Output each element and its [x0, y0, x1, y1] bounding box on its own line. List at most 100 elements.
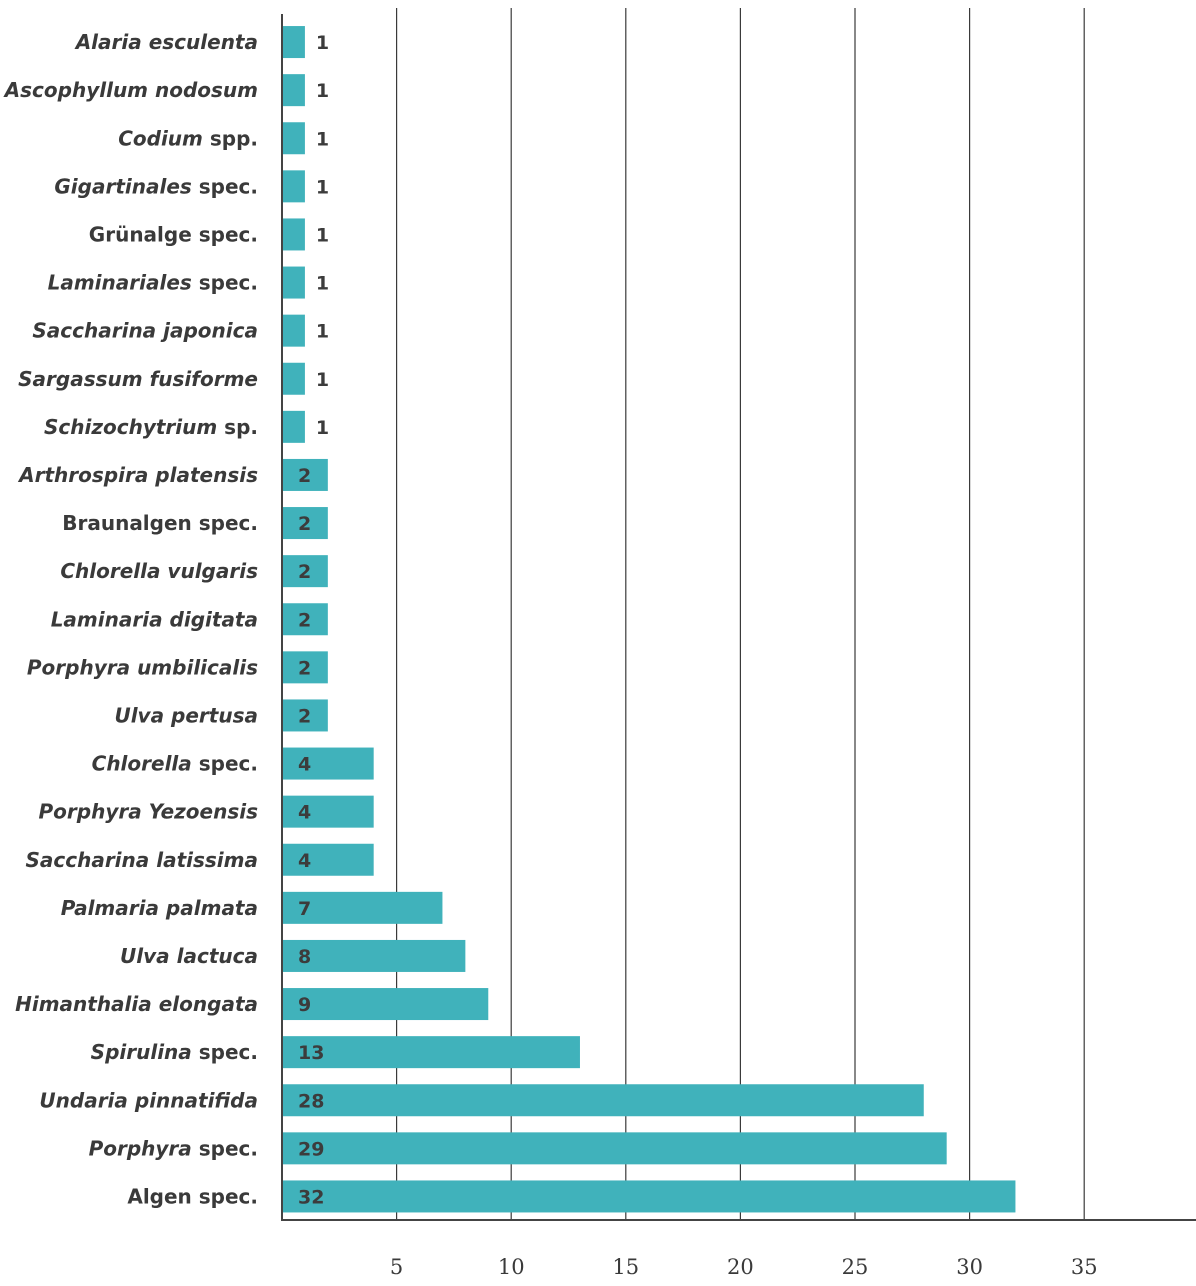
category-label-part: Ulva lactuca: [120, 944, 258, 968]
category-label: Codium spp.: [118, 126, 258, 150]
category-label: Laminaria digitata: [51, 607, 258, 631]
bar: [282, 795, 374, 828]
category-label: Porphyra Yezoensis: [39, 800, 259, 824]
category-label-part: spec.: [192, 271, 258, 295]
category-label: Grünalge spec.: [89, 222, 258, 246]
bar: [282, 891, 443, 924]
bar: [282, 1084, 924, 1117]
category-label-part: spec.: [192, 174, 258, 198]
category-label: Undaria pinnatifida: [39, 1088, 258, 1112]
category-label: Ulva lactuca: [120, 944, 258, 968]
bar: [282, 1180, 1016, 1213]
category-label-part: Ulva pertusa: [114, 703, 258, 727]
category-label-part: Saccharina japonica: [32, 319, 258, 343]
grid-lines: [396, 8, 1085, 1220]
category-label-part: spec.: [192, 752, 258, 776]
bar: [282, 266, 305, 299]
category-label-part: Arthrospira platensis: [17, 463, 258, 487]
bar: [282, 1036, 580, 1069]
bar: [282, 843, 374, 876]
category-label: Ulva pertusa: [114, 703, 258, 727]
bar: [282, 170, 305, 203]
value-label: 4: [298, 850, 311, 872]
bar: [282, 74, 305, 107]
value-label: 1: [316, 176, 329, 198]
bar: [282, 314, 305, 347]
category-label: Braunalgen spec.: [62, 511, 258, 535]
bars: [282, 26, 1016, 1213]
category-label-part: Porphyra: [89, 1136, 192, 1160]
bar: [282, 555, 328, 588]
category-label-part: spec.: [192, 1040, 258, 1064]
category-label: Spirulina spec.: [91, 1040, 258, 1064]
value-label: 1: [316, 224, 329, 246]
category-label-part: Undaria pinnatifida: [39, 1088, 258, 1112]
value-label: 1: [316, 321, 329, 343]
value-label: 4: [298, 802, 311, 824]
x-tick-label: 20: [727, 1255, 754, 1279]
value-label: 4: [298, 754, 311, 776]
bar: [282, 362, 305, 395]
bar: [282, 458, 328, 491]
bar: [282, 988, 489, 1021]
x-tick-label: 5: [390, 1255, 403, 1279]
bar: [282, 939, 466, 972]
category-label: Chlorella vulgaris: [60, 559, 258, 583]
category-label-part: Porphyra umbilicalis: [27, 655, 258, 679]
category-label: Gigartinales spec.: [54, 174, 258, 198]
category-label-part: spp.: [203, 126, 258, 150]
category-label: Saccharina japonica: [32, 319, 258, 343]
category-label: Porphyra spec.: [89, 1136, 258, 1160]
category-label: Ascophyllum nodosum: [3, 78, 258, 102]
category-label: Sargassum fusiforme: [18, 367, 258, 391]
value-label: 1: [316, 369, 329, 391]
category-label-part: Sargassum fusiforme: [18, 367, 258, 391]
bar: [282, 651, 328, 684]
x-tick-label: 15: [612, 1255, 639, 1279]
value-label: 32: [298, 1186, 324, 1208]
value-label: 9: [298, 994, 311, 1016]
category-label: Chlorella spec.: [92, 752, 258, 776]
category-label-part: Codium: [118, 126, 203, 150]
category-label: Laminariales spec.: [48, 271, 258, 295]
category-label-part: Chlorella vulgaris: [60, 559, 258, 583]
value-label: 2: [298, 657, 311, 679]
value-label: 2: [298, 513, 311, 535]
labels: 5 10 15 20 25 30 35 1 Alaria esculenta 1 Ascophyll…: [3, 30, 1098, 1279]
value-label: 1: [316, 128, 329, 150]
category-label: Himanthalia elongata: [15, 992, 258, 1016]
value-label: 2: [298, 705, 311, 727]
category-label-part: Spirulina: [91, 1040, 192, 1064]
category-label-part: Himanthalia elongata: [15, 992, 258, 1016]
category-label: Porphyra umbilicalis: [27, 655, 258, 679]
category-label-part: spec.: [192, 1136, 258, 1160]
category-label-part: Grünalge spec.: [89, 222, 258, 246]
value-label: 2: [298, 609, 311, 631]
value-label: 29: [298, 1138, 324, 1160]
bar: [282, 603, 328, 636]
value-label: 1: [316, 417, 329, 439]
bar: [282, 218, 305, 251]
value-label: 1: [316, 273, 329, 295]
x-tick-label: 25: [842, 1255, 869, 1279]
value-label: 13: [298, 1042, 324, 1064]
category-label: Saccharina latissima: [25, 848, 258, 872]
bar: [282, 699, 328, 732]
bar: [282, 747, 374, 780]
bar: [282, 507, 328, 540]
category-label-part: Chlorella: [92, 752, 192, 776]
value-label: 1: [316, 80, 329, 102]
category-label-part: Schizochytrium: [44, 415, 217, 439]
value-label: 1: [316, 32, 329, 54]
x-tick-label: 10: [498, 1255, 525, 1279]
category-label: Alaria esculenta: [74, 30, 258, 54]
category-label-part: Laminariales: [48, 271, 192, 295]
axes: [281, 14, 1196, 1221]
value-label: 8: [298, 946, 311, 968]
value-label: 7: [298, 898, 311, 920]
bar: [282, 122, 305, 155]
x-tick-label: 35: [1071, 1255, 1098, 1279]
x-tick-label: 30: [956, 1255, 983, 1279]
